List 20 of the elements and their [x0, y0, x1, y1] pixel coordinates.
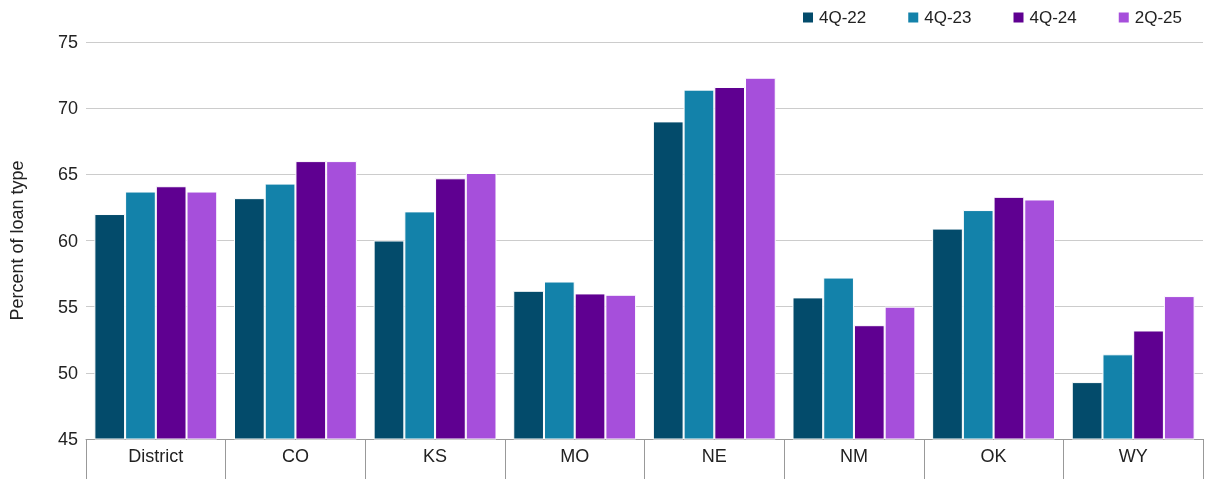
- x-tick-label: NM: [839, 446, 868, 466]
- x-tick-label: WY: [1118, 446, 1148, 466]
- legend-label: 4Q-22: [819, 8, 867, 27]
- legend-label: 4Q-24: [1029, 8, 1077, 27]
- legend-label: 4Q-23: [924, 8, 972, 27]
- y-axis-title: Percent of loan type: [7, 160, 27, 321]
- y-tick-label: 75: [57, 32, 78, 52]
- y-tick-label: 60: [57, 230, 78, 251]
- legend-label: 2Q-25: [1134, 8, 1182, 27]
- y-tick-label: 65: [57, 164, 78, 185]
- y-tick-label: 70: [57, 98, 78, 119]
- x-tick-label: KS: [423, 446, 448, 466]
- y-tick-label: 50: [57, 362, 78, 383]
- x-tick-label: District: [128, 446, 184, 466]
- x-tick-label: CO: [281, 446, 309, 466]
- y-tick-label: 55: [57, 296, 78, 317]
- y-tick-label: 45: [57, 429, 78, 449]
- x-tick-label: MO: [560, 446, 590, 466]
- x-tick-label: NE: [701, 446, 727, 466]
- x-tick-label: OK: [980, 446, 1007, 466]
